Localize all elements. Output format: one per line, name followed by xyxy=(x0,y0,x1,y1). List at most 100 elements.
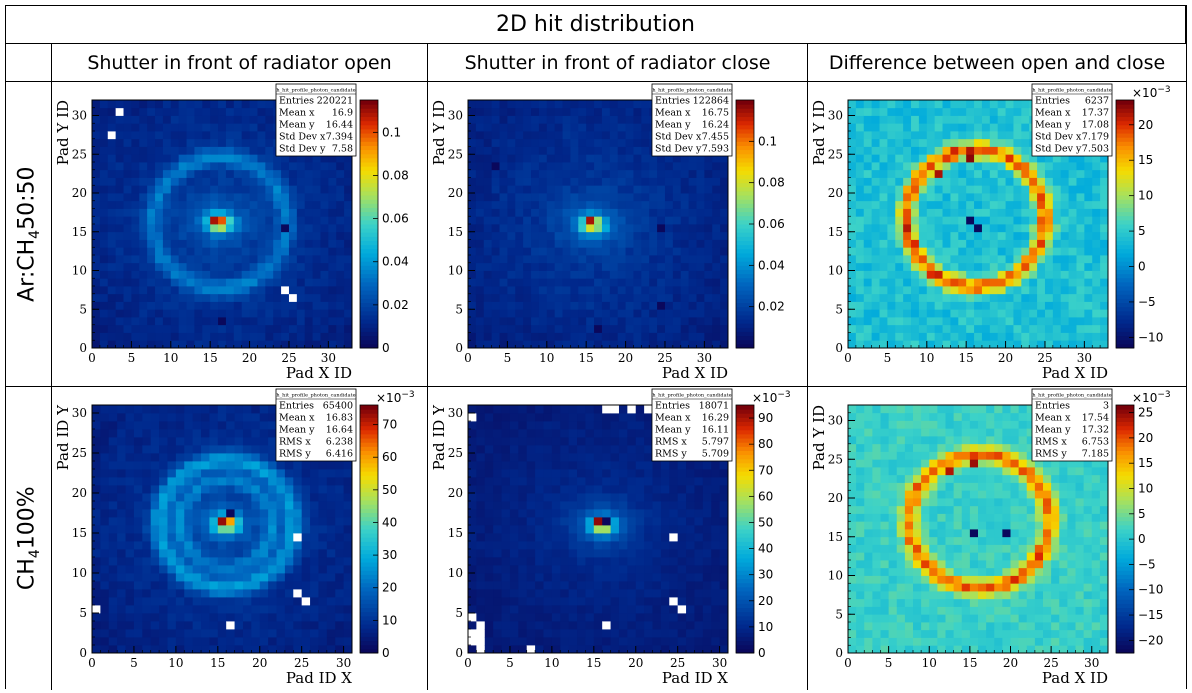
heatmap-cell xyxy=(974,286,983,295)
heatmap-cell xyxy=(507,216,516,225)
heatmap-cell xyxy=(848,255,857,264)
heatmap-cell xyxy=(265,208,274,217)
heatmap-cell xyxy=(326,477,336,486)
color-bar-segment xyxy=(360,442,378,447)
heatmap-cell xyxy=(926,185,936,194)
heatmap-cell xyxy=(981,146,991,155)
heatmap-cell xyxy=(186,317,195,326)
heatmap-cell xyxy=(210,324,219,333)
heatmap-cell xyxy=(989,100,999,109)
heatmap-cell xyxy=(704,216,713,225)
heatmap-cell xyxy=(225,107,235,116)
heatmap-cell xyxy=(131,107,140,116)
heatmap-cell xyxy=(1044,332,1054,341)
heatmap-cell xyxy=(562,255,571,264)
heatmap-cell xyxy=(259,605,269,614)
heatmap-cell xyxy=(194,169,203,178)
color-bar-segment xyxy=(360,100,378,105)
heatmap-cell xyxy=(296,224,306,233)
heatmap-cell xyxy=(942,123,951,132)
heatmap-cell xyxy=(720,185,729,194)
heatmap-cell xyxy=(1100,340,1109,349)
heatmap-cell xyxy=(123,208,132,217)
heatmap-cell xyxy=(499,169,508,178)
heatmap-cell xyxy=(911,317,920,326)
heatmap-cell xyxy=(150,589,160,598)
heatmap-cell xyxy=(523,154,532,163)
heatmap-cell xyxy=(871,293,880,302)
heatmap-cell xyxy=(284,565,294,574)
heatmap-cell xyxy=(1100,216,1109,225)
heatmap-cell xyxy=(664,231,674,240)
heatmap-cell xyxy=(301,533,311,542)
heatmap-cell xyxy=(720,162,729,171)
heatmap-cell xyxy=(1005,324,1014,333)
heatmap-cell xyxy=(903,146,912,155)
heatmap-cell xyxy=(546,154,556,163)
heatmap-cell xyxy=(601,100,611,109)
heatmap-cell xyxy=(225,131,235,140)
heatmap-cell xyxy=(570,317,579,326)
heatmap-cell xyxy=(609,200,619,209)
heatmap-cell xyxy=(672,324,682,333)
heatmap-cell xyxy=(1068,169,1077,178)
heatmap-cell xyxy=(483,278,493,287)
heatmap-cell xyxy=(1037,208,1046,217)
heatmap-cell xyxy=(335,605,345,614)
heatmap-cell xyxy=(491,216,500,225)
heatmap-cell xyxy=(1060,286,1070,295)
heatmap-cell xyxy=(531,317,540,326)
heatmap-cell xyxy=(911,286,920,295)
color-bar-segment xyxy=(1116,331,1134,337)
heatmap-cell xyxy=(712,278,721,287)
heatmap-cell xyxy=(586,324,595,333)
heatmap-cell xyxy=(218,239,227,248)
heatmap-cell xyxy=(601,262,611,271)
heatmap-cell xyxy=(201,613,210,622)
heatmap-cell xyxy=(178,123,187,132)
heatmap-cell xyxy=(100,405,110,414)
heatmap-cell xyxy=(554,185,563,194)
heatmap-cell xyxy=(115,138,124,147)
heatmap-cell xyxy=(680,255,690,264)
heatmap-cell xyxy=(903,131,912,140)
heatmap-cell xyxy=(1092,332,1101,341)
heatmap-cell xyxy=(903,255,912,264)
heatmap-cell xyxy=(887,247,896,256)
heatmap-cell xyxy=(950,278,959,287)
heatmap-cell xyxy=(483,286,493,295)
heatmap-cell xyxy=(234,501,244,510)
heatmap-cell xyxy=(296,247,306,256)
heatmap-cell xyxy=(209,517,219,526)
heatmap-cell xyxy=(162,317,172,326)
heatmap-cell xyxy=(1052,293,1062,302)
heatmap-cell xyxy=(468,565,477,574)
heatmap-cell xyxy=(625,123,634,132)
color-bar-segment xyxy=(736,120,754,126)
stats-box-value: 16.44 xyxy=(326,120,353,131)
heatmap-cell xyxy=(997,107,1006,116)
heatmap-cell xyxy=(934,100,943,109)
heatmap-cell xyxy=(107,208,117,217)
heatmap-cell xyxy=(162,138,172,147)
heatmap-cell xyxy=(918,107,928,116)
heatmap-cell xyxy=(997,208,1006,217)
heatmap-cell xyxy=(538,231,548,240)
heatmap-cell xyxy=(918,200,928,209)
heatmap-cell xyxy=(1021,162,1030,171)
heatmap-cell xyxy=(704,208,713,217)
heatmap-cell xyxy=(633,146,642,155)
color-bar-segment xyxy=(736,128,754,134)
heatmap-cell xyxy=(950,123,959,132)
stats-box-title: h_hit_profile_photon_candidate xyxy=(1032,88,1111,94)
heatmap-cell xyxy=(257,231,266,240)
color-bar-segment xyxy=(1116,178,1134,184)
heatmap-cell xyxy=(217,445,227,454)
heatmap-cell xyxy=(335,493,345,502)
heatmap-cell xyxy=(123,200,132,209)
heatmap-cell xyxy=(249,262,258,271)
heatmap-cell xyxy=(301,517,311,526)
heatmap-cell xyxy=(131,255,140,264)
heatmap-cell xyxy=(107,270,117,279)
heatmap-cell xyxy=(942,169,951,178)
